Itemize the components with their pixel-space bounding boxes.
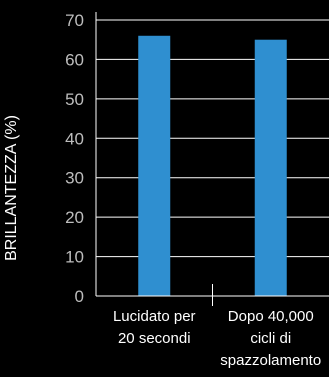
y-tick-label: 10: [65, 248, 84, 267]
y-tick-label: 50: [65, 90, 84, 109]
y-axis-label: BRILLANTEZZA (%): [3, 115, 20, 261]
y-tick-label: 30: [65, 169, 84, 188]
x-category-label: Dopo 40,000 cicli di spazzolamento: [220, 308, 322, 369]
y-tick-label: 0: [75, 287, 84, 306]
y-tick-label: 40: [65, 129, 84, 148]
x-category-label: Lucidato per 20 secondi: [112, 308, 196, 347]
bar: [254, 39, 287, 296]
y-tick-label: 20: [65, 208, 84, 227]
y-tick-label: 70: [65, 11, 84, 30]
y-tick-label: 60: [65, 50, 84, 69]
bar: [138, 35, 171, 297]
